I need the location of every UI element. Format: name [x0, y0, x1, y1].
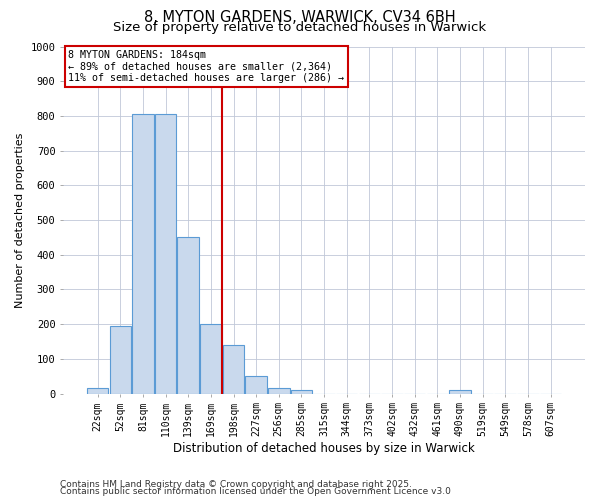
Bar — [155, 114, 176, 394]
X-axis label: Distribution of detached houses by size in Warwick: Distribution of detached houses by size … — [173, 442, 475, 455]
Bar — [268, 388, 290, 394]
Bar — [87, 388, 109, 394]
Bar — [200, 324, 221, 394]
Text: 8, MYTON GARDENS, WARWICK, CV34 6BH: 8, MYTON GARDENS, WARWICK, CV34 6BH — [144, 10, 456, 25]
Text: 8 MYTON GARDENS: 184sqm
← 89% of detached houses are smaller (2,364)
11% of semi: 8 MYTON GARDENS: 184sqm ← 89% of detache… — [68, 50, 344, 83]
Bar — [132, 114, 154, 394]
Bar — [223, 345, 244, 394]
Bar — [290, 390, 312, 394]
Bar — [178, 238, 199, 394]
Text: Size of property relative to detached houses in Warwick: Size of property relative to detached ho… — [113, 21, 487, 34]
Y-axis label: Number of detached properties: Number of detached properties — [15, 132, 25, 308]
Text: Contains public sector information licensed under the Open Government Licence v3: Contains public sector information licen… — [60, 487, 451, 496]
Text: Contains HM Land Registry data © Crown copyright and database right 2025.: Contains HM Land Registry data © Crown c… — [60, 480, 412, 489]
Bar — [110, 326, 131, 394]
Bar — [449, 390, 471, 394]
Bar — [245, 376, 267, 394]
